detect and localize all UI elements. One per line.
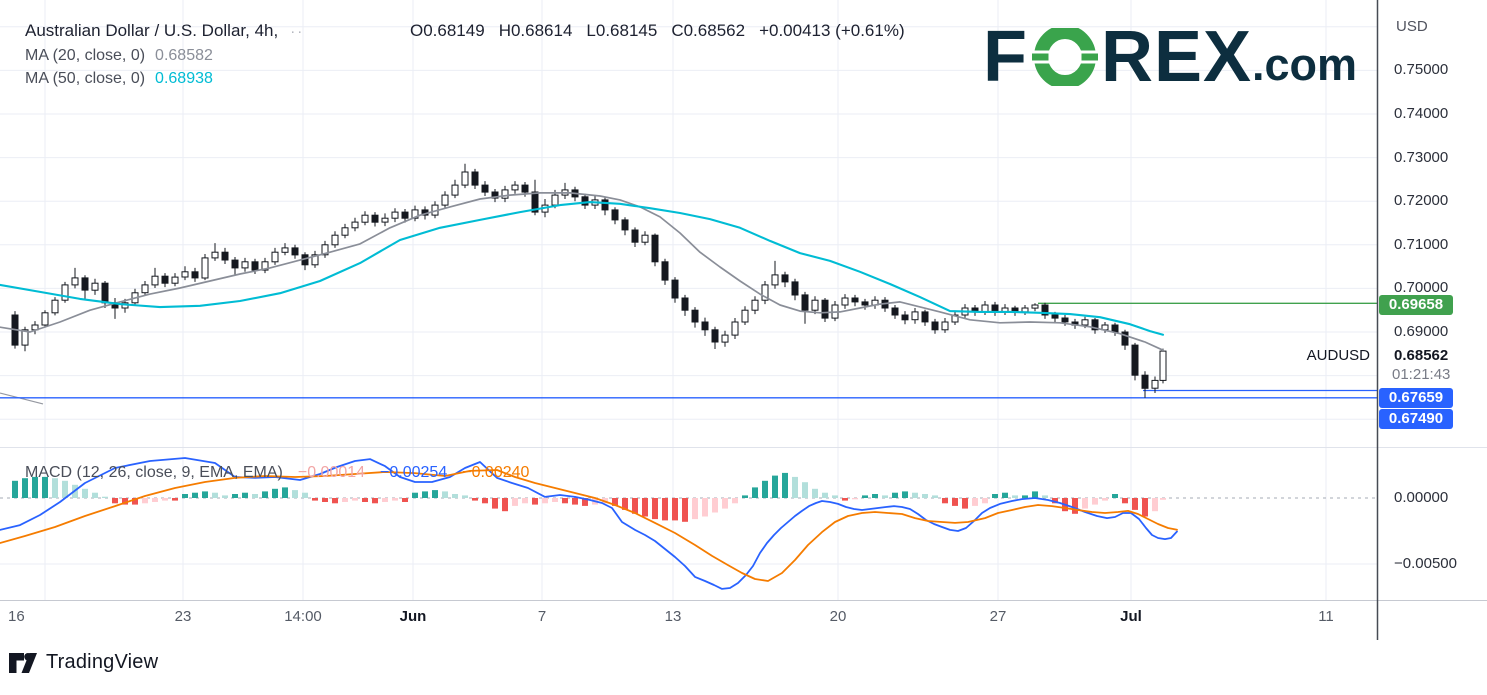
ohlc-row: O0.68149 H0.68614 L0.68145 C0.68562 +0.00413… bbox=[410, 21, 919, 41]
currency-label: USD bbox=[1396, 18, 1428, 35]
time-tick-label: 7 bbox=[537, 608, 547, 625]
macd-signal-value: −0.00240 bbox=[462, 464, 530, 481]
price-tick-label: 0.70000 bbox=[1394, 279, 1449, 297]
current-price-label: 0.68562 bbox=[1394, 347, 1449, 364]
price-tick-label: 0.69000 bbox=[1394, 323, 1449, 340]
level-lines bbox=[0, 302, 1377, 405]
time-tick-label: 27 bbox=[989, 608, 1007, 625]
symbol-legend: Australian Dollar / U.S. Dollar, 4h, ·· bbox=[25, 21, 304, 41]
tradingview-logo-link[interactable]: TradingView bbox=[8, 651, 158, 674]
time-tick-label: 23 bbox=[174, 608, 192, 625]
ma50-label: MA (50, close, 0) bbox=[25, 70, 146, 87]
chart-canvas[interactable] bbox=[0, 0, 1487, 640]
macd-hist-value: −0.00014 bbox=[297, 464, 366, 481]
macd-tick-label: −0.00500 bbox=[1394, 555, 1457, 572]
open-value: O0.68149 bbox=[410, 21, 485, 40]
price-tick-label: 0.72000 bbox=[1394, 192, 1449, 210]
ma50-line bbox=[0, 201, 1165, 336]
price-badge-resistance: 0.69658 bbox=[1379, 295, 1453, 315]
low-value: L0.68145 bbox=[586, 21, 658, 40]
macd-signal-line bbox=[0, 469, 1178, 582]
tradingview-logo-icon bbox=[9, 652, 37, 673]
forex-logo-o-icon bbox=[1031, 28, 1098, 86]
price-tick-label: 0.71000 bbox=[1394, 235, 1449, 253]
price-tick-label: 0.75000 bbox=[1394, 61, 1449, 79]
time-tick-label: 16 bbox=[8, 608, 25, 625]
macd-line bbox=[0, 457, 1178, 590]
macd-tick-label: 0.00000 bbox=[1394, 489, 1449, 506]
tradingview-logo-text: TradingView bbox=[46, 651, 159, 673]
close-value: C0.68562 bbox=[671, 21, 746, 40]
forex-watermark: F REX .com bbox=[983, 17, 1358, 97]
macd-legend: MACD (12, 26, close, 9, EMA, EMA) −0.0001… bbox=[25, 464, 529, 482]
ma20-label: MA (20, close, 0) bbox=[25, 47, 146, 64]
macd-line-value: −0.00254 bbox=[380, 464, 448, 481]
legend-dots: ·· bbox=[290, 23, 305, 40]
forex-logo-dotcom: .com bbox=[1252, 39, 1358, 90]
ma20-legend: MA (20, close, 0) 0.68582 bbox=[25, 47, 213, 65]
symbol-title: Australian Dollar / U.S. Dollar, 4h, bbox=[25, 21, 279, 40]
time-tick-label: 14:00 bbox=[284, 608, 322, 625]
macd-histogram bbox=[12, 472, 1166, 522]
price-badge-support-lower: 0.67490 bbox=[1379, 409, 1453, 429]
ma20-line bbox=[0, 192, 1164, 352]
forex-logo-rex: REX bbox=[1100, 17, 1253, 97]
gridlines bbox=[0, 0, 1377, 600]
macd-label: MACD (12, 26, close, 9, EMA, EMA) bbox=[25, 464, 283, 481]
forex-logo-f: F bbox=[983, 17, 1028, 97]
price-tick-label: 0.74000 bbox=[1394, 105, 1449, 122]
price-tick-label: 0.73000 bbox=[1394, 148, 1449, 166]
time-tick-label: 20 bbox=[829, 608, 847, 625]
time-tick-label: 11 bbox=[1318, 608, 1334, 625]
time-tick-label: 13 bbox=[664, 608, 682, 625]
high-value: H0.68614 bbox=[498, 21, 573, 40]
change-value: +0.00413 (+0.61%) bbox=[759, 21, 905, 40]
bar-countdown-label: 01:21:43 bbox=[1392, 366, 1451, 383]
ma20-value: 0.68582 bbox=[155, 47, 213, 64]
ma50-value: 0.68938 bbox=[155, 70, 213, 87]
time-tick-label: Jul bbox=[1120, 608, 1142, 625]
symbol-floating-label: AUDUSD bbox=[1306, 347, 1370, 364]
ma50-legend: MA (50, close, 0) 0.68938 bbox=[25, 70, 213, 88]
price-badge-support-upper: 0.67659 bbox=[1379, 388, 1453, 408]
time-tick-label: Jun bbox=[399, 608, 427, 625]
candles bbox=[11, 163, 1167, 398]
